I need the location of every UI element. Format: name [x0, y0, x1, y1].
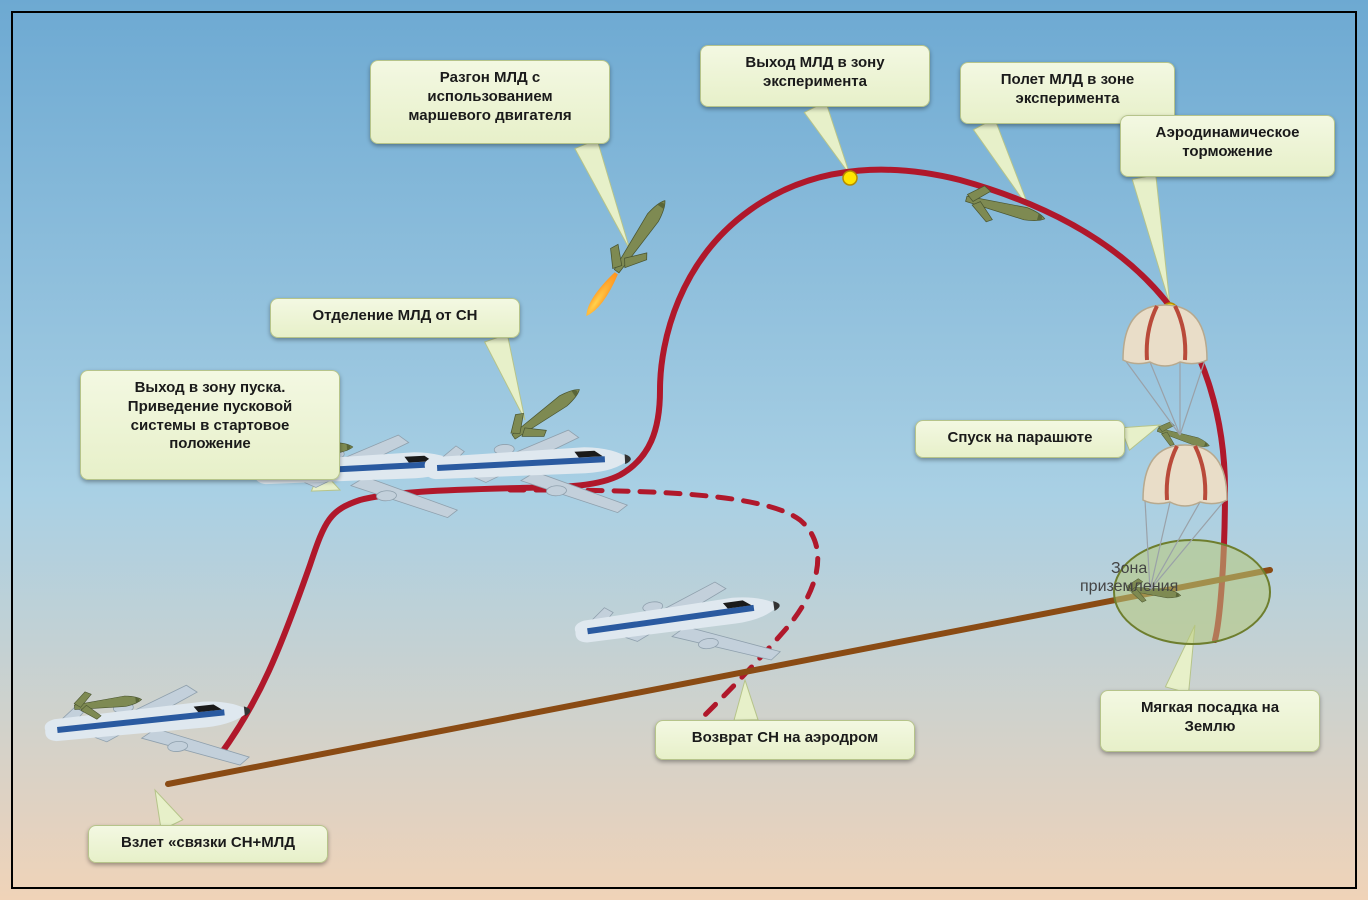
- callout-parachute: Спуск на парашюте: [915, 420, 1125, 458]
- callout-text: Выход в зону пуска. Приведение пусковой …: [93, 379, 327, 454]
- callout-text: Полет МЛД в зоне эксперимента: [973, 71, 1162, 109]
- callout-text: Мягкая посадка на Землю: [1113, 699, 1307, 737]
- callout-text: Разгон МЛД с использованием маршевого дв…: [383, 69, 597, 125]
- callout-separation: Отделение МЛД от СН: [270, 298, 520, 338]
- callout-boost: Разгон МЛД с использованием маршевого дв…: [370, 60, 610, 144]
- callout-soft-landing: Мягкая посадка на Землю: [1100, 690, 1320, 752]
- callout-launch-zone: Выход в зону пуска. Приведение пусковой …: [80, 370, 340, 480]
- callout-return: Возврат СН на аэродром: [655, 720, 915, 760]
- callout-text: Выход МЛД в зону эксперимента: [713, 54, 917, 92]
- callout-text: Аэродинамическое торможение: [1133, 124, 1322, 162]
- callout-text: Возврат СН на аэродром: [668, 729, 902, 748]
- callout-text: Отделение МЛД от СН: [283, 307, 507, 326]
- callout-takeoff: Взлет «связки СН+МЛД: [88, 825, 328, 863]
- landing-zone-label: Зона приземления: [1080, 560, 1178, 596]
- callout-enter-zone: Выход МЛД в зону эксперимента: [700, 45, 930, 107]
- callout-text: Взлет «связки СН+МЛД: [101, 834, 315, 853]
- callout-aero-brake: Аэродинамическое торможение: [1120, 115, 1335, 177]
- diagram-stage: Зона приземления Взлет «связки СН+МЛД Вых…: [0, 0, 1368, 900]
- callout-text: Спуск на парашюте: [928, 429, 1112, 448]
